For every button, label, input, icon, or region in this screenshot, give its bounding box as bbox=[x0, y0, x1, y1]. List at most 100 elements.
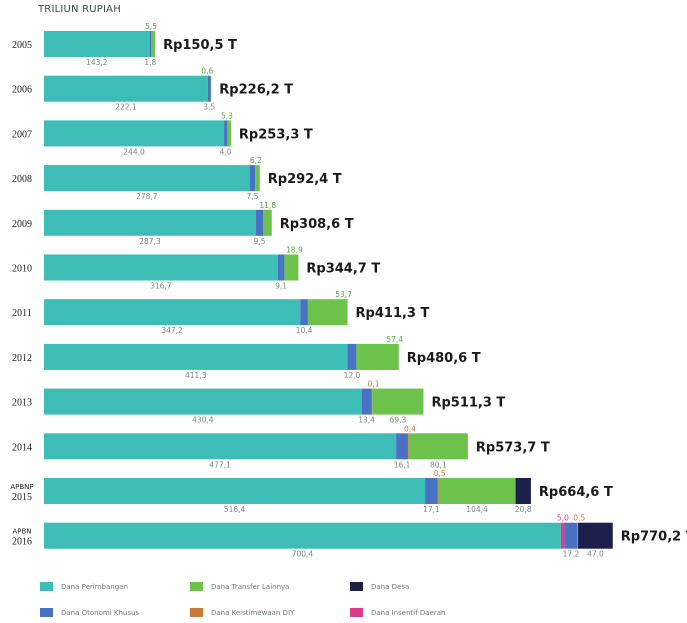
data-label: 7,5 bbox=[246, 192, 258, 201]
legend-item-dana-transfer-lainnya: Dana Transfer Lainnya bbox=[190, 582, 289, 591]
category-label: 2012 bbox=[12, 353, 32, 364]
bar-segment-dana-transfer-lainnya bbox=[151, 31, 156, 57]
bar-segment-dana-keistimewaan-diy bbox=[371, 388, 373, 415]
data-label: 347,2 bbox=[161, 326, 183, 335]
category-label: APBN bbox=[12, 528, 31, 536]
data-label: 287,3 bbox=[139, 237, 161, 246]
data-label: 477,1 bbox=[209, 460, 231, 469]
bar-segment-dana-perimbangan bbox=[44, 433, 397, 460]
legend-item-dana-keistimewaan-diy: Dana Keistimewaan DIY bbox=[190, 608, 294, 617]
bar-segment-dana-perimbangan bbox=[44, 120, 225, 147]
bar-segment-dana-transfer-lainnya bbox=[372, 388, 424, 415]
total-label: Rp226,2 T bbox=[219, 83, 293, 98]
category-label: 2008 bbox=[12, 174, 32, 185]
total-label: Rp411,3 T bbox=[356, 306, 430, 321]
data-label: 5,0 bbox=[557, 514, 569, 523]
legend-swatch bbox=[190, 582, 203, 591]
bar-segment-dana-desa bbox=[515, 478, 531, 504]
data-label: 10,4 bbox=[296, 326, 313, 335]
data-label: 4,0 bbox=[220, 147, 232, 156]
total-label: Rp480,6 T bbox=[407, 351, 481, 366]
category-label: 2011 bbox=[12, 308, 32, 319]
unit-label: TRILIUN RUPIAH bbox=[38, 4, 121, 15]
total-label: Rp573,7 T bbox=[476, 440, 550, 455]
legend-label: Dana Perimbangan bbox=[61, 582, 128, 591]
legend-label: Dana Desa bbox=[371, 582, 410, 591]
data-label: 316,7 bbox=[150, 282, 172, 291]
total-label: Rp511,3 T bbox=[431, 396, 505, 411]
legend-swatch bbox=[40, 582, 53, 591]
stacked-bar-chart: 2005 143,2 1,8 5,5 Rp150,5 T 2006 222,1 3,5 0,6 R… bbox=[10, 22, 687, 559]
data-label: 0,1 bbox=[368, 380, 380, 389]
legend-item-dana-desa: Dana Desa bbox=[350, 582, 409, 591]
bar-segment-dana-otonomi-khusus bbox=[396, 433, 408, 460]
bar-segment-dana-keistimewaan-diy bbox=[407, 433, 409, 460]
data-label: 12,0 bbox=[344, 371, 361, 380]
bar-segment-dana-transfer-lainnya bbox=[284, 254, 299, 281]
data-label: 0,5 bbox=[434, 469, 446, 478]
data-label: 11,8 bbox=[259, 201, 276, 210]
data-label: 411,3 bbox=[185, 371, 207, 380]
category-label: APBNP bbox=[10, 483, 33, 491]
data-label: 53,7 bbox=[335, 290, 352, 299]
legend-label: Dana Insentif Daerah bbox=[371, 608, 446, 617]
legend-swatch bbox=[350, 608, 363, 617]
data-label: 69,3 bbox=[390, 416, 407, 425]
category-label: 2016 bbox=[12, 537, 32, 548]
bar-segment-dana-perimbangan bbox=[44, 522, 561, 549]
total-label: Rp292,4 T bbox=[268, 172, 342, 187]
bar-segment-dana-otonomi-khusus bbox=[224, 120, 228, 147]
data-label: 5,3 bbox=[221, 111, 233, 120]
bar-segment-dana-transfer-lainnya bbox=[255, 165, 260, 192]
data-label: 0,5 bbox=[573, 514, 585, 523]
data-label: 222,1 bbox=[115, 103, 137, 112]
data-label: 17,1 bbox=[423, 505, 440, 514]
data-label: 47,0 bbox=[587, 550, 604, 559]
legend-item-dana-perimbangan: Dana Perimbangan bbox=[40, 582, 128, 591]
data-label: 57,4 bbox=[386, 335, 403, 344]
data-label: 0,4 bbox=[404, 424, 416, 433]
data-label: 516,4 bbox=[224, 505, 246, 514]
data-label: 3,5 bbox=[203, 103, 215, 112]
total-label: Rp344,7 T bbox=[306, 262, 380, 277]
bar-segment-dana-transfer-lainnya bbox=[356, 343, 399, 370]
total-label: Rp308,6 T bbox=[280, 217, 354, 232]
category-label: 2009 bbox=[12, 219, 32, 230]
bar-segment-dana-otonomi-khusus bbox=[277, 254, 285, 281]
bar-segment-dana-otonomi-khusus bbox=[207, 75, 211, 102]
data-label: 143,2 bbox=[86, 58, 108, 67]
bar-segment-dana-perimbangan bbox=[44, 254, 278, 281]
bar-segment-dana-otonomi-khusus bbox=[564, 522, 578, 549]
bar-segment-dana-perimbangan bbox=[44, 478, 426, 504]
bar-segment-dana-otonomi-khusus bbox=[361, 388, 372, 415]
data-label: 18,9 bbox=[286, 246, 303, 255]
bar-segment-dana-otonomi-khusus bbox=[256, 209, 264, 236]
data-label: 430,4 bbox=[192, 416, 214, 425]
bar-segment-dana-transfer-lainnya bbox=[307, 299, 348, 326]
legend-label: Dana Keistimewaan DIY bbox=[211, 608, 295, 617]
bar-segment-dana-perimbangan bbox=[44, 31, 150, 57]
legend-swatch bbox=[350, 582, 363, 591]
category-label: 2007 bbox=[12, 129, 32, 140]
bar-segment-dana-desa bbox=[578, 522, 613, 549]
category-label: 2006 bbox=[12, 85, 32, 96]
bar-segment-dana-transfer-lainnya bbox=[408, 433, 468, 460]
total-label: Rp253,3 T bbox=[239, 127, 313, 142]
data-label: 700,4 bbox=[292, 550, 314, 559]
legend-swatch bbox=[40, 608, 53, 617]
legend-item-dana-otonomi-khusus: Dana Otonomi Khusus bbox=[40, 608, 139, 617]
total-label: Rp150,5 T bbox=[163, 38, 237, 53]
data-label: 6,2 bbox=[250, 156, 262, 165]
data-label: 9,1 bbox=[275, 282, 287, 291]
legend-swatch bbox=[190, 608, 203, 617]
category-label: 2005 bbox=[12, 40, 32, 51]
bar-segment-dana-otonomi-khusus bbox=[347, 343, 357, 370]
data-label: 80,1 bbox=[430, 460, 447, 469]
legend-item-dana-insentif-daerah: Dana Insentif Daerah bbox=[350, 608, 446, 617]
data-label: 1,8 bbox=[144, 58, 156, 67]
data-label: 278,7 bbox=[136, 192, 158, 201]
bar-segment-dana-perimbangan bbox=[44, 299, 301, 326]
bar-segment-dana-insentif-daerah bbox=[560, 522, 565, 549]
legend-label: Dana Transfer Lainnya bbox=[211, 582, 290, 591]
category-label: 2015 bbox=[12, 492, 32, 503]
